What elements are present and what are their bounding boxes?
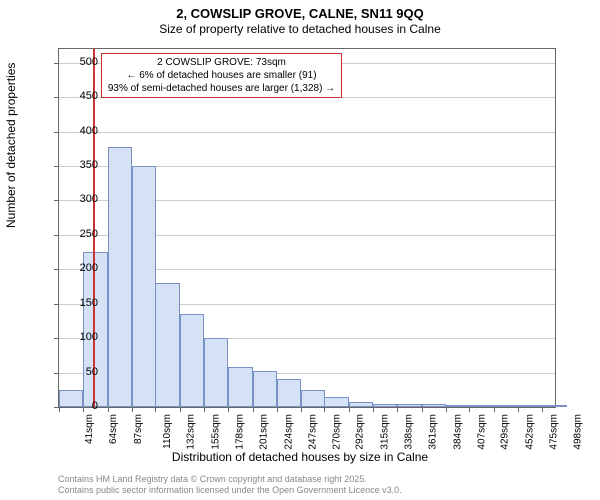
xtick-mark xyxy=(518,407,519,412)
xtick-label: 361sqm xyxy=(428,414,439,450)
xtick-mark xyxy=(204,407,205,412)
x-axis-label: Distribution of detached houses by size … xyxy=(0,450,600,464)
ytick-mark xyxy=(54,338,59,339)
xtick-label: 292sqm xyxy=(355,414,366,450)
xtick-label: 64sqm xyxy=(108,414,119,444)
xtick-label: 498sqm xyxy=(573,414,584,450)
xtick-label: 201sqm xyxy=(259,414,270,450)
xtick-mark xyxy=(155,407,156,412)
xtick-mark xyxy=(469,407,470,412)
ytick-mark xyxy=(54,269,59,270)
xtick-label: 429sqm xyxy=(500,414,511,450)
histogram-bar xyxy=(542,405,566,407)
ytick-mark xyxy=(54,373,59,374)
footer-attribution: Contains HM Land Registry data © Crown c… xyxy=(58,474,402,496)
xtick-label: 247sqm xyxy=(307,414,318,450)
histogram-bar xyxy=(108,147,132,407)
xtick-label: 132sqm xyxy=(186,414,197,450)
xtick-label: 110sqm xyxy=(162,414,173,449)
xtick-mark xyxy=(59,407,60,412)
ytick-label: 200 xyxy=(68,262,98,274)
xtick-mark xyxy=(446,407,447,412)
xtick-mark xyxy=(253,407,254,412)
histogram-bar xyxy=(446,405,470,407)
xtick-mark xyxy=(422,407,423,412)
ytick-label: 450 xyxy=(68,90,98,102)
histogram-bar xyxy=(180,314,204,407)
histogram-bar xyxy=(301,390,325,407)
xtick-mark xyxy=(132,407,133,412)
histogram-bar xyxy=(469,405,493,407)
xtick-mark xyxy=(349,407,350,412)
footer-line-1: Contains HM Land Registry data © Crown c… xyxy=(58,474,402,485)
page-title: 2, COWSLIP GROVE, CALNE, SN11 9QQ xyxy=(0,0,600,21)
histogram-bar xyxy=(494,405,518,407)
xtick-label: 452sqm xyxy=(524,414,535,450)
xtick-label: 475sqm xyxy=(549,414,560,450)
histogram-bar xyxy=(253,371,277,407)
histogram-bar xyxy=(277,379,301,407)
xtick-mark xyxy=(108,407,109,412)
ytick-label: 350 xyxy=(68,159,98,171)
histogram-bar xyxy=(228,367,252,407)
ytick-mark xyxy=(54,166,59,167)
info-line-3: 93% of semi-detached houses are larger (… xyxy=(108,82,335,95)
xtick-label: 155sqm xyxy=(210,414,221,450)
ytick-label: 400 xyxy=(68,125,98,137)
xtick-label: 407sqm xyxy=(477,414,488,450)
histogram-bar xyxy=(324,397,348,407)
ytick-label: 500 xyxy=(68,56,98,68)
ytick-mark xyxy=(54,97,59,98)
plot-area: 2 COWSLIP GROVE: 73sqm← 6% of detached h… xyxy=(58,48,556,408)
xtick-mark xyxy=(373,407,374,412)
xtick-mark xyxy=(228,407,229,412)
xtick-label: 224sqm xyxy=(283,414,294,450)
xtick-mark xyxy=(494,407,495,412)
histogram-bar xyxy=(422,404,446,407)
xtick-mark xyxy=(542,407,543,412)
ytick-label: 100 xyxy=(68,331,98,343)
gridline xyxy=(59,132,555,133)
subtitle: Size of property relative to detached ho… xyxy=(0,22,600,36)
ytick-mark xyxy=(54,304,59,305)
xtick-label: 87sqm xyxy=(133,414,144,444)
histogram-bar xyxy=(155,283,179,407)
footer-line-2: Contains public sector information licen… xyxy=(58,485,402,496)
xtick-mark xyxy=(180,407,181,412)
histogram-chart: 2 COWSLIP GROVE: 73sqm← 6% of detached h… xyxy=(58,48,556,408)
xtick-label: 41sqm xyxy=(84,414,95,444)
ytick-mark xyxy=(54,132,59,133)
xtick-label: 315sqm xyxy=(379,414,390,450)
histogram-bar xyxy=(204,338,228,407)
ytick-mark xyxy=(54,200,59,201)
histogram-bar xyxy=(132,166,156,407)
xtick-label: 384sqm xyxy=(452,414,463,450)
xtick-mark xyxy=(277,407,278,412)
xtick-label: 178sqm xyxy=(234,414,245,450)
histogram-bar xyxy=(349,402,373,408)
ytick-label: 300 xyxy=(68,193,98,205)
xtick-mark xyxy=(301,407,302,412)
xtick-mark xyxy=(397,407,398,412)
ytick-mark xyxy=(54,63,59,64)
xtick-label: 338sqm xyxy=(404,414,415,450)
histogram-bar xyxy=(83,252,107,407)
ytick-label: 150 xyxy=(68,297,98,309)
xtick-mark xyxy=(324,407,325,412)
ytick-label: 250 xyxy=(68,228,98,240)
info-line-2: ← 6% of detached houses are smaller (91) xyxy=(108,69,335,82)
xtick-label: 270sqm xyxy=(332,414,343,450)
ytick-label: 0 xyxy=(68,400,98,412)
info-line-1: 2 COWSLIP GROVE: 73sqm xyxy=(108,56,335,69)
ytick-label: 50 xyxy=(68,366,98,378)
ytick-mark xyxy=(54,235,59,236)
info-box: 2 COWSLIP GROVE: 73sqm← 6% of detached h… xyxy=(101,53,342,98)
histogram-bar xyxy=(518,405,542,407)
y-axis-label: Number of detached properties xyxy=(4,63,18,228)
chart-container: 2, COWSLIP GROVE, CALNE, SN11 9QQ Size o… xyxy=(0,0,600,500)
histogram-bar xyxy=(397,404,421,407)
histogram-bar xyxy=(373,404,397,407)
